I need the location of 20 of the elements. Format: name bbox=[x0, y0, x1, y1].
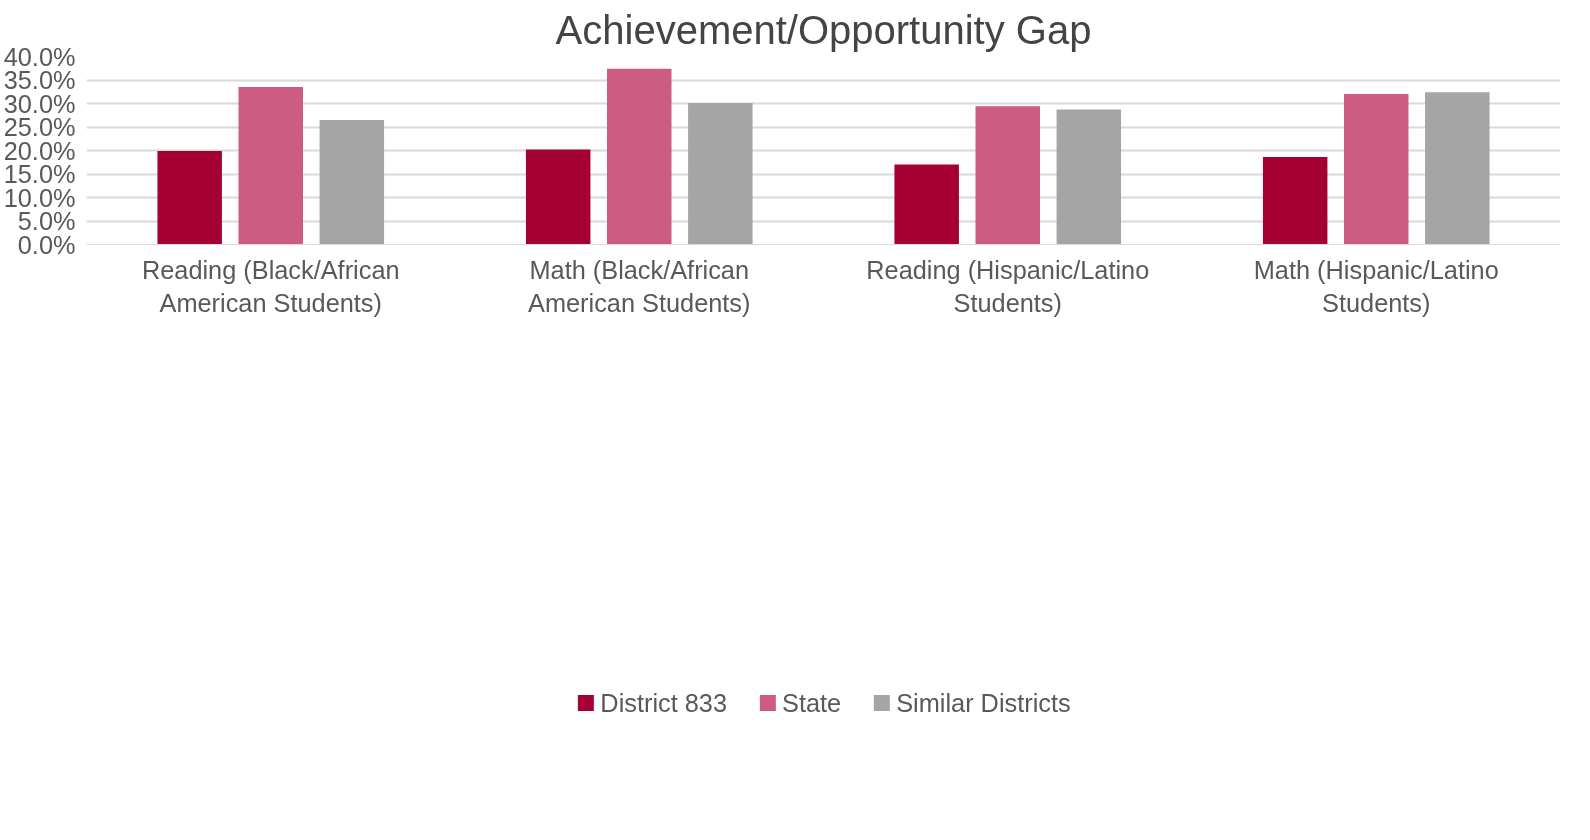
bar bbox=[975, 106, 1040, 245]
x-tick-label: Reading (Black/African American Students) bbox=[141, 255, 400, 318]
bar bbox=[319, 119, 385, 245]
chart-title: Achievement/Opportunity Gap bbox=[555, 7, 1092, 52]
bar bbox=[1262, 157, 1328, 245]
bar bbox=[1344, 94, 1409, 245]
x-tick-label: Reading (Hispanic/Latino Students) bbox=[866, 255, 1150, 318]
legend-label: District 833 bbox=[600, 688, 728, 718]
x-tick-label: Math (Hispanic/Latino Students) bbox=[1253, 255, 1499, 318]
bar bbox=[157, 150, 222, 245]
bar bbox=[525, 149, 591, 245]
bar bbox=[894, 164, 959, 245]
bar bbox=[238, 87, 303, 245]
legend-label: State bbox=[782, 688, 842, 718]
bar bbox=[1056, 109, 1122, 245]
bar bbox=[1425, 92, 1490, 245]
bar bbox=[688, 103, 753, 245]
legend-label: Similar Districts bbox=[896, 688, 1071, 718]
x-tick-label: Math (Black/African American Students) bbox=[528, 255, 751, 318]
bar bbox=[607, 68, 672, 245]
